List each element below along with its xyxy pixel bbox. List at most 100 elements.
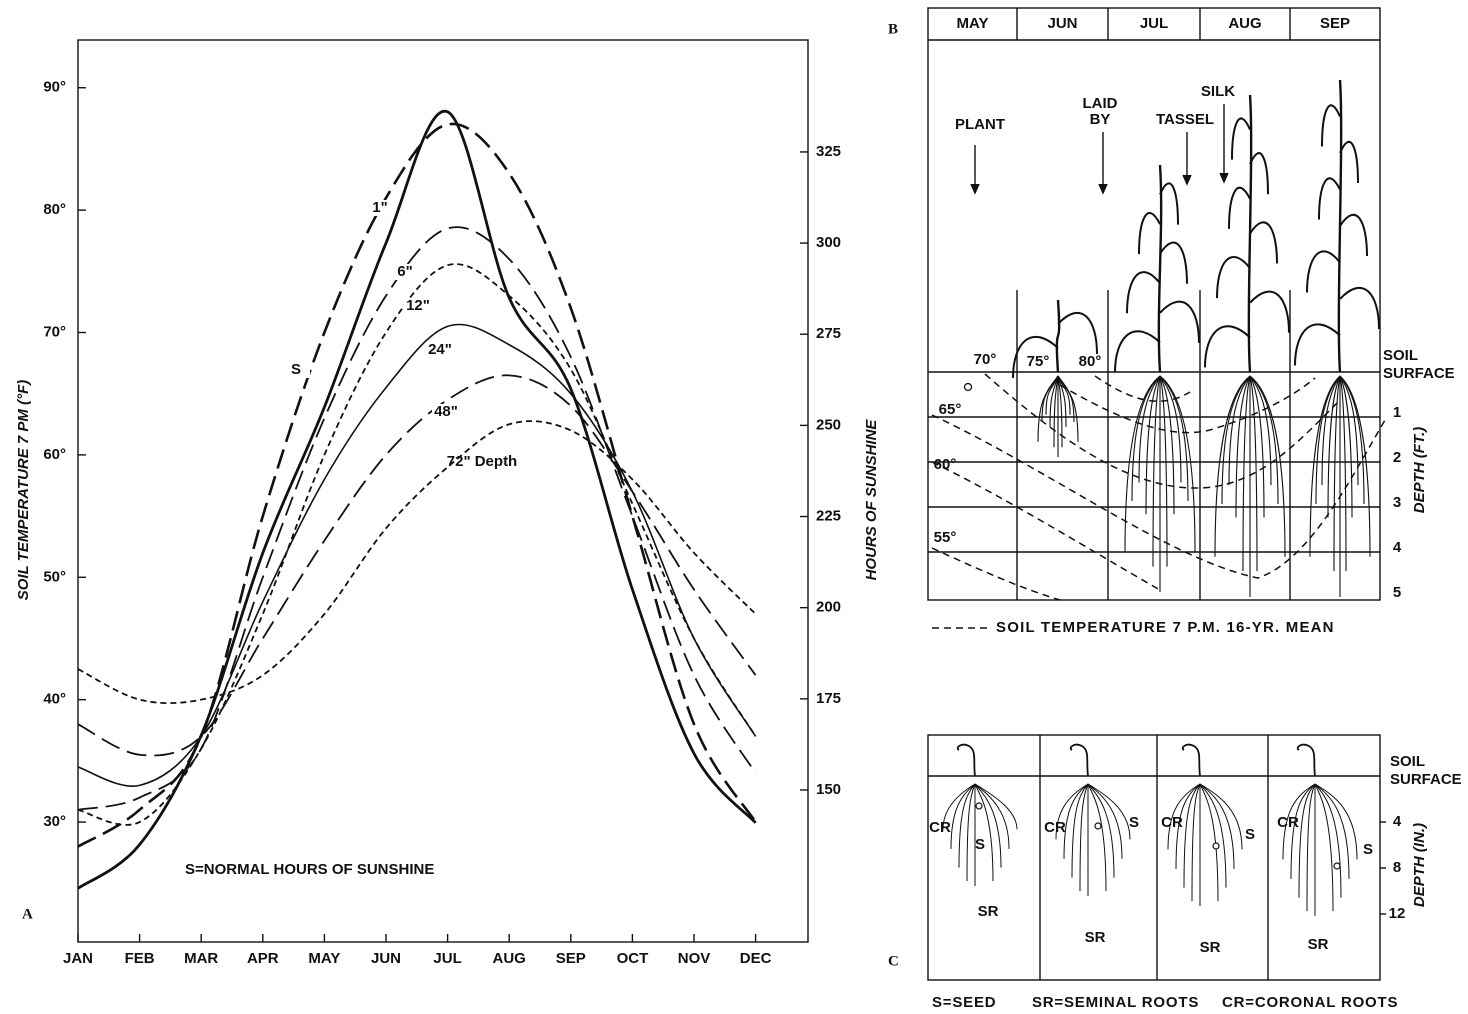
y-tick-label: 50° xyxy=(43,568,66,585)
y2-tick-label: 325 xyxy=(816,143,841,160)
depth-axis-title: DEPTH (IN.) xyxy=(1411,823,1428,907)
isotherm-label: 55° xyxy=(934,529,957,546)
root-label: S xyxy=(975,836,985,853)
depth-axis-title: DEPTH (FT.) xyxy=(1411,427,1428,513)
plant-root xyxy=(1249,375,1279,504)
depth-tick-label: 4 xyxy=(1393,813,1402,830)
plant-leaf xyxy=(1126,271,1161,314)
y2-tick-label: 300 xyxy=(816,234,841,251)
series-label: 12" xyxy=(406,297,430,314)
plant-leaf xyxy=(1339,140,1359,184)
seed xyxy=(1094,822,1102,830)
seedling-shoot xyxy=(1181,743,1201,777)
plant-leaf xyxy=(1231,117,1251,160)
seedling-root xyxy=(1071,783,1089,878)
panel-label: A xyxy=(22,906,33,922)
series-label-bg xyxy=(366,200,394,216)
month-label: JUL xyxy=(1140,15,1168,32)
legend-label: S=SEED xyxy=(932,994,996,1011)
arrow-head xyxy=(1182,174,1192,186)
root-label: S xyxy=(1363,841,1373,858)
plant-leaf xyxy=(1339,213,1368,257)
series-line xyxy=(77,374,757,757)
depth-tick-label: 3 xyxy=(1393,494,1401,511)
x-tick-label: FEB xyxy=(125,950,155,967)
stage-label: LAID xyxy=(1083,95,1118,112)
stage-label: TASSEL xyxy=(1156,111,1214,128)
root-label: SR xyxy=(978,903,999,920)
seedling-shoot xyxy=(1296,743,1316,777)
x-tick-label: NOV xyxy=(678,950,711,967)
y2-tick-label: 225 xyxy=(816,507,841,524)
plant-leaf xyxy=(1306,250,1341,293)
seedling-root xyxy=(1087,783,1115,878)
plant-root xyxy=(1159,375,1189,502)
y-tick-label: 30° xyxy=(43,813,66,830)
seedling-root xyxy=(1087,783,1131,840)
y-tick-label: 80° xyxy=(43,201,66,218)
seedling-root xyxy=(1314,783,1350,879)
plant-root xyxy=(1131,375,1161,502)
legend-label: CR=CORONAL ROOTS xyxy=(1222,994,1398,1011)
plant-root xyxy=(1053,375,1059,448)
isotherm-label: 70° xyxy=(974,351,997,368)
plant-leaf xyxy=(1228,186,1251,229)
depth-tick-label: 2 xyxy=(1393,449,1401,466)
seedling-root xyxy=(1306,783,1316,912)
month-label: MAY xyxy=(957,15,989,32)
plant-root xyxy=(1339,375,1365,504)
seedling-root xyxy=(1087,783,1107,892)
annotation: S=NORMAL HOURS OF SUNSHINE xyxy=(185,861,434,878)
panel-a-frame xyxy=(77,39,809,943)
seedling-root xyxy=(1063,783,1089,859)
seed xyxy=(1333,862,1341,870)
plant-root xyxy=(1327,375,1341,518)
seedling-root xyxy=(1183,783,1201,888)
seedling-root xyxy=(1167,783,1201,850)
isotherm xyxy=(1094,375,1191,402)
depth-tick-label: 1 xyxy=(1393,404,1401,421)
plant-leaf xyxy=(1012,335,1059,379)
legend-label: SR=SEMINAL ROOTS xyxy=(1032,994,1199,1011)
plant-root xyxy=(1145,375,1161,515)
plant-root xyxy=(1339,375,1347,572)
x-tick-label: JUL xyxy=(433,950,461,967)
y-tick-label: 70° xyxy=(43,323,66,340)
plant-leaf xyxy=(1204,325,1251,368)
isotherm xyxy=(931,547,1061,601)
seedling-root xyxy=(958,783,976,868)
x-tick-label: MAR xyxy=(184,950,218,967)
seedling-root xyxy=(1199,783,1227,888)
month-label: AUG xyxy=(1228,15,1261,32)
plant-root xyxy=(1214,375,1251,557)
isotherm xyxy=(931,414,1386,579)
x-tick-label: DEC xyxy=(740,950,772,967)
seedling-root xyxy=(950,783,976,849)
seedling-root xyxy=(1175,783,1201,869)
seedling-root xyxy=(1314,783,1358,860)
month-label: JUN xyxy=(1047,15,1077,32)
plant-root xyxy=(1309,375,1341,557)
seedling-root xyxy=(974,783,1018,830)
series-label: 72" Depth xyxy=(447,453,517,470)
plant-leaf xyxy=(1318,177,1341,220)
plant-leaf xyxy=(1339,286,1380,330)
seedling-root xyxy=(1087,783,1123,859)
plant-root xyxy=(1242,375,1251,572)
root-label: SR xyxy=(1308,936,1329,953)
seedling-root xyxy=(966,783,976,882)
plant-leaf xyxy=(1321,104,1341,147)
plant-root xyxy=(1057,375,1063,448)
seedling-root xyxy=(1282,783,1316,860)
plant-root xyxy=(1339,375,1371,557)
panel-label: C xyxy=(888,953,899,969)
y-axis-title: SOIL TEMPERATURE 7 PM (°F) xyxy=(15,380,32,600)
seedling-root xyxy=(974,783,1002,868)
plant-root xyxy=(1228,375,1251,486)
plant-leaf xyxy=(1057,311,1098,355)
depth-tick-label: 12 xyxy=(1389,905,1406,922)
isotherm xyxy=(1059,377,1316,434)
y2-tick-label: 275 xyxy=(816,325,841,342)
arrow-head xyxy=(1098,183,1108,195)
